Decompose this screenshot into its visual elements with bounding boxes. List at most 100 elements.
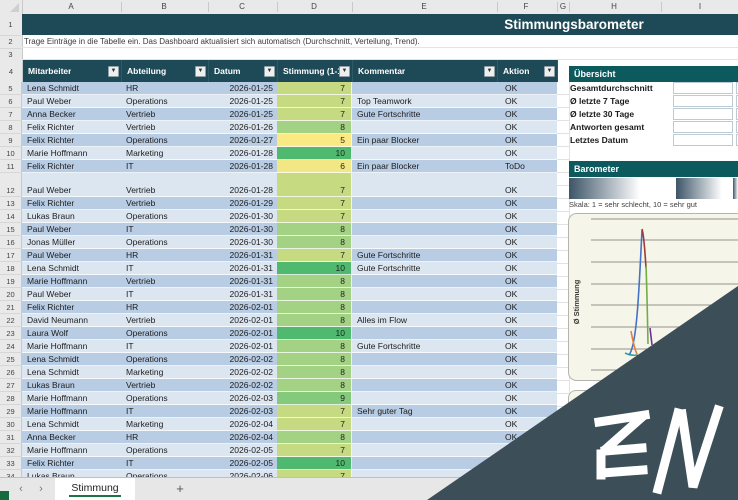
column-header-E[interactable]: E bbox=[421, 2, 427, 11]
cell-aktion[interactable]: OK bbox=[497, 314, 557, 327]
cell-abteilung[interactable]: Operations bbox=[121, 210, 208, 223]
column-header-C[interactable]: C bbox=[239, 2, 245, 11]
cell-datum[interactable]: 2026-01-29 bbox=[208, 197, 277, 210]
cell-kommentar[interactable] bbox=[352, 431, 497, 444]
row-header-20[interactable]: 20 bbox=[0, 288, 22, 301]
cell-aktion[interactable]: ToDo bbox=[497, 160, 557, 173]
row-header-24[interactable]: 24 bbox=[0, 340, 22, 353]
cell-mitarbeiter[interactable]: Anna Becker bbox=[22, 431, 121, 444]
column-header-H[interactable]: H bbox=[611, 2, 617, 11]
cell-mitarbeiter[interactable]: Anna Becker bbox=[22, 108, 121, 121]
cell-mitarbeiter[interactable]: Laura Wolf bbox=[22, 327, 121, 340]
cell-kommentar[interactable]: Ein paar Blocker bbox=[352, 160, 497, 173]
barometer-gradient-cell[interactable] bbox=[676, 178, 722, 199]
cell-kommentar[interactable] bbox=[352, 197, 497, 210]
row-header-10[interactable]: 10 bbox=[0, 147, 22, 160]
overview-value-cell[interactable] bbox=[736, 108, 738, 120]
cell-aktion[interactable]: OK bbox=[497, 197, 557, 210]
cell-datum[interactable]: 2026-01-30 bbox=[208, 236, 277, 249]
row-header-15[interactable]: 15 bbox=[0, 223, 22, 236]
cell-stimmung[interactable]: 8 bbox=[277, 301, 352, 314]
cell-kommentar[interactable] bbox=[352, 275, 497, 288]
cell-stimmung[interactable]: 6 bbox=[277, 160, 352, 173]
cell-mitarbeiter[interactable]: Felix Richter bbox=[22, 134, 121, 147]
cell-kommentar[interactable] bbox=[352, 457, 497, 470]
cell-aktion[interactable]: OK bbox=[497, 134, 557, 147]
cell-mitarbeiter[interactable]: Lena Schmidt bbox=[22, 353, 121, 366]
row-header-21[interactable]: 21 bbox=[0, 301, 22, 314]
table-header-datum[interactable]: Datum ▼ bbox=[209, 60, 278, 82]
cell-kommentar[interactable]: Alles im Flow bbox=[352, 314, 497, 327]
cell-stimmung[interactable]: 7 bbox=[277, 405, 352, 418]
cell-stimmung[interactable]: 8 bbox=[277, 236, 352, 249]
row-header-30[interactable]: 30 bbox=[0, 418, 22, 431]
cell-kommentar[interactable] bbox=[352, 210, 497, 223]
cell-abteilung[interactable]: IT bbox=[121, 288, 208, 301]
overview-value-cell[interactable] bbox=[736, 82, 738, 94]
cell-abteilung[interactable]: Vertrieb bbox=[121, 197, 208, 210]
cell-datum[interactable]: 2026-01-30 bbox=[208, 210, 277, 223]
instruction-cell[interactable]: Trage Einträge in die Tabelle ein. Das D… bbox=[24, 37, 420, 46]
cell-stimmung[interactable]: 9 bbox=[277, 392, 352, 405]
cell-stimmung[interactable]: 7 bbox=[277, 444, 352, 457]
cell-datum[interactable]: 2026-02-02 bbox=[208, 379, 277, 392]
cell-mitarbeiter[interactable]: Lukas Braun bbox=[22, 470, 121, 477]
cell-mitarbeiter[interactable]: Lena Schmidt bbox=[22, 262, 121, 275]
cell-aktion[interactable]: OK bbox=[497, 301, 557, 314]
row-header-11[interactable]: 11 bbox=[0, 160, 22, 173]
cell-stimmung[interactable]: 7 bbox=[277, 210, 352, 223]
cell-datum[interactable]: 2026-02-01 bbox=[208, 301, 277, 314]
cell-mitarbeiter[interactable]: Marie Hoffmann bbox=[22, 147, 121, 160]
row-header-28[interactable]: 28 bbox=[0, 392, 22, 405]
cell-datum[interactable]: 2026-01-31 bbox=[208, 249, 277, 262]
cell-mitarbeiter[interactable]: Marie Hoffmann bbox=[22, 405, 121, 418]
overview-value-cell[interactable] bbox=[673, 134, 733, 146]
cell-stimmung[interactable]: 5 bbox=[277, 134, 352, 147]
cell-datum[interactable]: 2026-01-28 bbox=[208, 160, 277, 173]
cell-stimmung[interactable]: 7 bbox=[277, 82, 352, 95]
row-header-22[interactable]: 22 bbox=[0, 314, 22, 327]
cell-abteilung[interactable]: Operations bbox=[121, 327, 208, 340]
cell-kommentar[interactable] bbox=[352, 288, 497, 301]
table-header-stimmung[interactable]: Stimmung (1-1 ▼ bbox=[278, 60, 353, 82]
cell-datum[interactable]: 2026-02-05 bbox=[208, 444, 277, 457]
cell-kommentar[interactable] bbox=[352, 444, 497, 457]
barometer-gradient-cell[interactable] bbox=[569, 178, 640, 199]
cell-kommentar[interactable]: Top Teamwork bbox=[352, 95, 497, 108]
cell-aktion[interactable]: OK bbox=[497, 108, 557, 121]
filter-button[interactable]: ▼ bbox=[264, 65, 275, 77]
cell-stimmung[interactable]: 10 bbox=[277, 327, 352, 340]
cell-aktion[interactable]: OK bbox=[497, 147, 557, 160]
row-header-14[interactable]: 14 bbox=[0, 210, 22, 223]
cell-aktion[interactable]: OK bbox=[497, 379, 557, 392]
cell-mitarbeiter[interactable]: Marie Hoffmann bbox=[22, 392, 121, 405]
cell-stimmung[interactable]: 8 bbox=[277, 314, 352, 327]
column-header-G[interactable]: G bbox=[559, 2, 567, 11]
cell-aktion[interactable]: OK bbox=[497, 82, 557, 95]
cell-abteilung[interactable]: Operations bbox=[121, 392, 208, 405]
cell-datum[interactable]: 2026-02-01 bbox=[208, 314, 277, 327]
cell-mitarbeiter[interactable]: Felix Richter bbox=[22, 160, 121, 173]
row-header-4[interactable]: 4 bbox=[0, 60, 23, 82]
cell-abteilung[interactable]: Marketing bbox=[121, 418, 208, 431]
cell-datum[interactable]: 2026-01-30 bbox=[208, 223, 277, 236]
cell-abteilung[interactable]: HR bbox=[121, 431, 208, 444]
cell-stimmung[interactable]: 7 bbox=[277, 418, 352, 431]
cell-stimmung[interactable]: 7 bbox=[277, 173, 352, 197]
cell-mitarbeiter[interactable]: Paul Weber bbox=[22, 95, 121, 108]
cell-aktion[interactable]: OK bbox=[497, 262, 557, 275]
cell-aktion[interactable]: OK bbox=[497, 405, 557, 418]
cell-abteilung[interactable]: Operations bbox=[121, 95, 208, 108]
cell-stimmung[interactable]: 8 bbox=[277, 379, 352, 392]
cell-datum[interactable]: 2026-01-25 bbox=[208, 82, 277, 95]
cell-kommentar[interactable] bbox=[352, 121, 497, 134]
cell-kommentar[interactable] bbox=[352, 236, 497, 249]
overview-value-cell[interactable] bbox=[673, 82, 733, 94]
row-header-29[interactable]: 29 bbox=[0, 405, 22, 418]
cell-kommentar[interactable] bbox=[352, 327, 497, 340]
select-all-corner[interactable] bbox=[0, 0, 23, 14]
cell-mitarbeiter[interactable]: Felix Richter bbox=[22, 457, 121, 470]
cell-mitarbeiter[interactable]: Lena Schmidt bbox=[22, 82, 121, 95]
cell-stimmung[interactable]: 7 bbox=[277, 470, 352, 477]
cell-mitarbeiter[interactable]: Lukas Braun bbox=[22, 379, 121, 392]
